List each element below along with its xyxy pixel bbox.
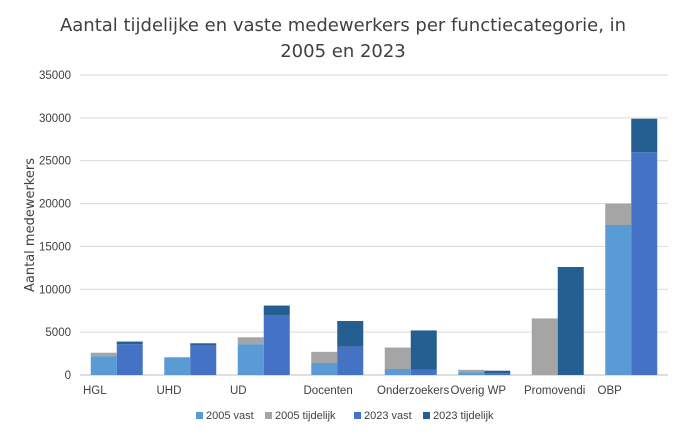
- bar-2005-tijdelijk-Promovendi: [531, 318, 558, 375]
- bar-2023-tijdelijk-Promovendi: [557, 267, 584, 375]
- bar-2023-tijdelijk-Docenten: [337, 321, 364, 347]
- y-axis-label: Aantal medewerkers: [23, 158, 38, 292]
- x-tick-label: OBP: [598, 385, 623, 397]
- bar-2005-vast-HGL: [90, 356, 117, 375]
- legend-label: 2023 tijdelijk: [433, 410, 494, 422]
- x-tick-label: UHD: [157, 385, 182, 397]
- bar-2023-tijdelijk-HGL: [116, 341, 143, 345]
- bar-2023-vast-UHD: [190, 345, 217, 375]
- legend-swatch-2005-vast: [196, 412, 203, 419]
- y-tick-label: 10000: [39, 284, 71, 296]
- bar-2005-tijdelijk-HGL: [90, 352, 117, 357]
- bar-2023-tijdelijk-UD: [263, 305, 290, 315]
- y-tick-label: 5000: [45, 327, 71, 339]
- y-tick-label: 35000: [39, 70, 71, 82]
- y-tick-label: 20000: [39, 199, 71, 211]
- bar-2023-tijdelijk-UHD: [190, 343, 217, 345]
- chart-title-line-1: Aantal tijdelijke en vaste medewerkers p…: [60, 15, 626, 36]
- bars-layer: [90, 118, 658, 375]
- bar-2023-vast-HGL: [116, 344, 143, 375]
- y-tick-label: 15000: [39, 241, 71, 253]
- legend-swatch-2023-tijdelijk: [423, 412, 430, 419]
- chart-title-line-2: 2005 en 2023: [280, 41, 406, 62]
- x-tick-label: Promovendi: [524, 385, 585, 397]
- bar-2005-vast-Overig-WP: [458, 372, 485, 375]
- legend-label: 2005 vast: [206, 410, 254, 422]
- bar-2023-tijdelijk-Onderzoekers: [410, 330, 437, 370]
- x-tick-label: Onderzoekers: [377, 385, 449, 397]
- bar-2005-tijdelijk-Docenten: [311, 351, 338, 363]
- bar-2023-vast-Overig-WP: [484, 373, 511, 375]
- grid-layer: 0 5000 10000 15000 20000 25000 30000 35000: [39, 70, 668, 382]
- bar-2005-tijdelijk-UHD: [164, 357, 191, 358]
- bar-2005-vast-OBP: [605, 225, 632, 375]
- bar-2023-vast-UD: [263, 315, 290, 375]
- legend: 2005 vast 2005 tijdelijk 2023 vast 2023 tij…: [196, 410, 494, 422]
- bar-2005-tijdelijk-Onderzoekers: [384, 347, 411, 369]
- legend-label: 2005 tijdelijk: [275, 410, 336, 422]
- x-tick-label: Docenten: [304, 385, 353, 397]
- bar-2005-vast-Onderzoekers: [384, 369, 411, 375]
- x-tick-label: Overig WP: [451, 385, 507, 397]
- bar-2023-vast-OBP: [631, 152, 658, 375]
- bar-2005-vast-UD: [237, 344, 264, 375]
- bar-2005-tijdelijk-Overig-WP: [458, 369, 485, 373]
- bar-2005-tijdelijk-OBP: [605, 203, 632, 225]
- y-tick-label: 25000: [39, 156, 71, 168]
- bar-2023-vast-Docenten: [337, 346, 364, 375]
- bar-2005-vast-Docenten: [311, 363, 338, 375]
- legend-label: 2023 vast: [364, 410, 412, 422]
- x-tick-label: UD: [230, 385, 247, 397]
- bar-2023-tijdelijk-Overig-WP: [484, 370, 511, 374]
- bar-2005-vast-UHD: [164, 357, 191, 375]
- y-tick-label: 0: [65, 370, 71, 382]
- bar-2023-tijdelijk-OBP: [631, 118, 658, 153]
- x-axis-layer: HGL UHD UD Docenten Onderzoekers Overig WP Pro…: [83, 385, 622, 397]
- legend-swatch-2005-tijdelijk: [265, 412, 272, 419]
- x-tick-label: HGL: [83, 385, 107, 397]
- legend-swatch-2023-vast: [354, 412, 361, 419]
- bar-2023-vast-Onderzoekers: [410, 369, 437, 375]
- bar-2005-tijdelijk-UD: [237, 337, 264, 345]
- y-tick-label: 30000: [39, 113, 71, 125]
